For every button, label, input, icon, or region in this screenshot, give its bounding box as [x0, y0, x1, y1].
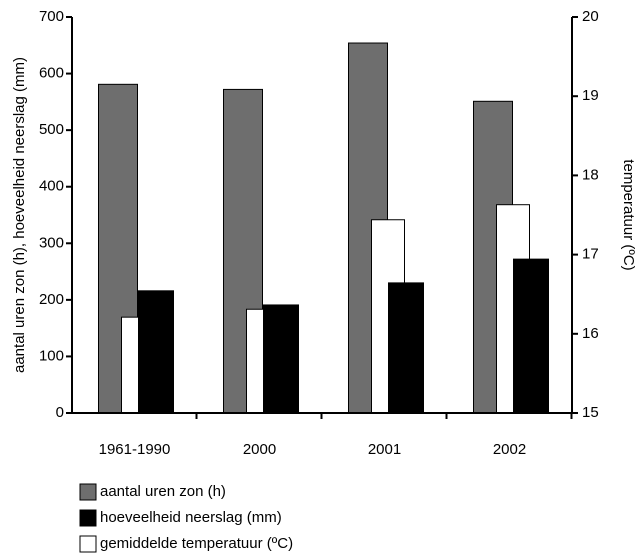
- x-tick-label: 2002: [493, 441, 526, 458]
- x-tick-label: 2000: [243, 441, 276, 458]
- legend-label: aantal uren zon (h): [100, 483, 226, 500]
- bar: [513, 258, 549, 414]
- y2-tick-label: 17: [582, 246, 599, 263]
- x-tick-label: 2001: [368, 441, 401, 458]
- y-tick-label: 400: [39, 178, 64, 195]
- bar: [263, 304, 299, 414]
- y-tick-label: 200: [39, 291, 64, 308]
- y-tick-label: 700: [39, 8, 64, 25]
- legend-swatch: [79, 483, 97, 501]
- y2-tick-label: 19: [582, 87, 599, 104]
- y-tick-label: 100: [39, 347, 64, 364]
- bar: [388, 282, 424, 414]
- y-tick-label: 600: [39, 65, 64, 82]
- y-axis-label: aantal uren zon (h), hoeveelheid neersla…: [11, 57, 28, 373]
- y2-tick-label: 18: [582, 166, 599, 183]
- y-tick-label: 300: [39, 234, 64, 251]
- bar: [138, 290, 174, 414]
- y2-tick-label: 15: [582, 404, 599, 421]
- legend-label: hoeveelheid neerslag (mm): [100, 509, 282, 526]
- y2-tick-label: 16: [582, 325, 599, 342]
- y-tick-label: 500: [39, 121, 64, 138]
- legend-label: gemiddelde temperatuur (ºC): [100, 535, 293, 552]
- y2-tick-label: 20: [582, 8, 599, 25]
- y2-axis-label: temperatuur (ºC): [620, 159, 637, 270]
- x-tick-label: 1961-1990: [99, 441, 171, 458]
- legend-swatch: [79, 535, 97, 553]
- y-tick-label: 0: [56, 404, 64, 421]
- legend-swatch: [79, 509, 97, 527]
